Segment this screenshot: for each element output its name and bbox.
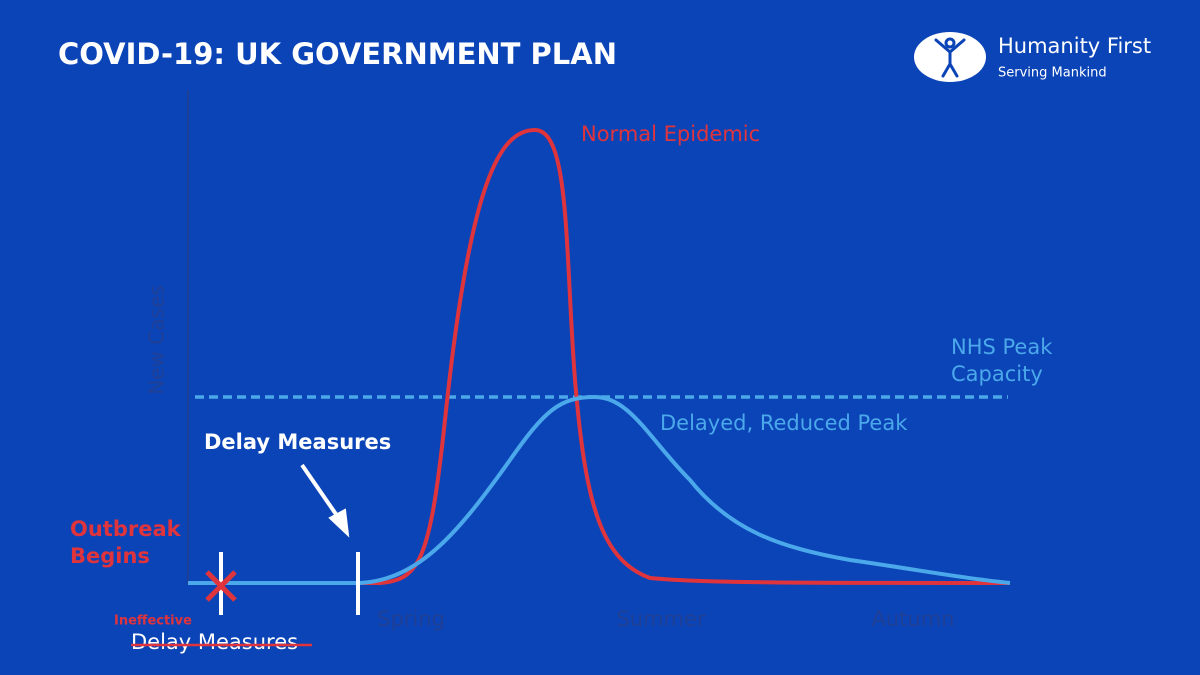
x-label: Spring xyxy=(377,607,445,631)
delay-measures-label: Delay Measures xyxy=(204,430,391,454)
normal-epidemic-curve xyxy=(188,127,1011,585)
arrow-shaft xyxy=(300,463,342,522)
title: COVID-19: UK GOVERNMENT PLAN xyxy=(58,37,617,71)
ineffective-label: Ineffective xyxy=(114,614,192,629)
ineffective-measures-label: Delay Measures xyxy=(131,630,298,654)
x-label: Summer xyxy=(616,607,705,631)
cross xyxy=(205,570,237,602)
logo-figure xyxy=(934,37,966,78)
logo-tagline: Serving Mankind xyxy=(998,66,1107,81)
normal-epidemic-label: Normal Epidemic xyxy=(581,122,760,146)
delayed-peak-label: Delayed, Reduced Peak xyxy=(660,411,908,435)
arrow-head xyxy=(328,508,350,538)
x-label: Autumn xyxy=(872,607,955,631)
y-axis-label: New Cases xyxy=(145,285,169,394)
outbreak-label: Begins xyxy=(70,544,150,568)
delayed-curve xyxy=(188,394,1011,585)
outbreak-label: Outbreak xyxy=(70,517,182,541)
nhs-capacity-label: Capacity xyxy=(951,362,1043,386)
logo-name: Humanity First xyxy=(998,34,1151,58)
nhs-capacity-label: NHS Peak xyxy=(951,335,1053,359)
